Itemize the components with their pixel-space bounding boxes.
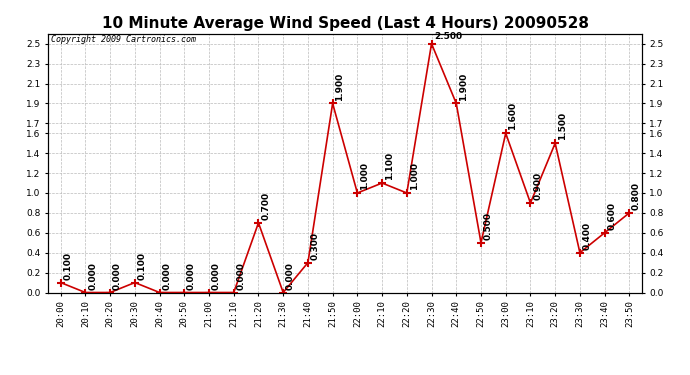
Text: 0.000: 0.000	[162, 262, 171, 290]
Text: 1.600: 1.600	[509, 102, 518, 130]
Text: 0.100: 0.100	[63, 252, 72, 280]
Text: 0.000: 0.000	[212, 262, 221, 290]
Text: 0.000: 0.000	[88, 262, 97, 290]
Text: 0.100: 0.100	[137, 252, 146, 280]
Text: 0.000: 0.000	[187, 262, 196, 290]
Text: 1.000: 1.000	[360, 162, 369, 190]
Text: 1.900: 1.900	[459, 72, 468, 100]
Text: 0.600: 0.600	[607, 202, 616, 230]
Text: 0.900: 0.900	[533, 172, 542, 200]
Text: 1.100: 1.100	[385, 152, 394, 180]
Text: 0.700: 0.700	[262, 192, 270, 220]
Text: 0.300: 0.300	[310, 232, 319, 260]
Text: 0.000: 0.000	[286, 262, 295, 290]
Text: 2.500: 2.500	[434, 32, 462, 41]
Text: 0.400: 0.400	[582, 222, 591, 250]
Text: Copyright 2009 Cartronics.com: Copyright 2009 Cartronics.com	[51, 35, 196, 44]
Text: 0.800: 0.800	[632, 182, 641, 210]
Text: 1.000: 1.000	[410, 162, 419, 190]
Title: 10 Minute Average Wind Speed (Last 4 Hours) 20090528: 10 Minute Average Wind Speed (Last 4 Hou…	[101, 16, 589, 31]
Text: 1.500: 1.500	[558, 112, 567, 141]
Text: 0.000: 0.000	[237, 262, 246, 290]
Text: 0.000: 0.000	[113, 262, 122, 290]
Text: 0.500: 0.500	[484, 212, 493, 240]
Text: 1.900: 1.900	[335, 72, 344, 100]
